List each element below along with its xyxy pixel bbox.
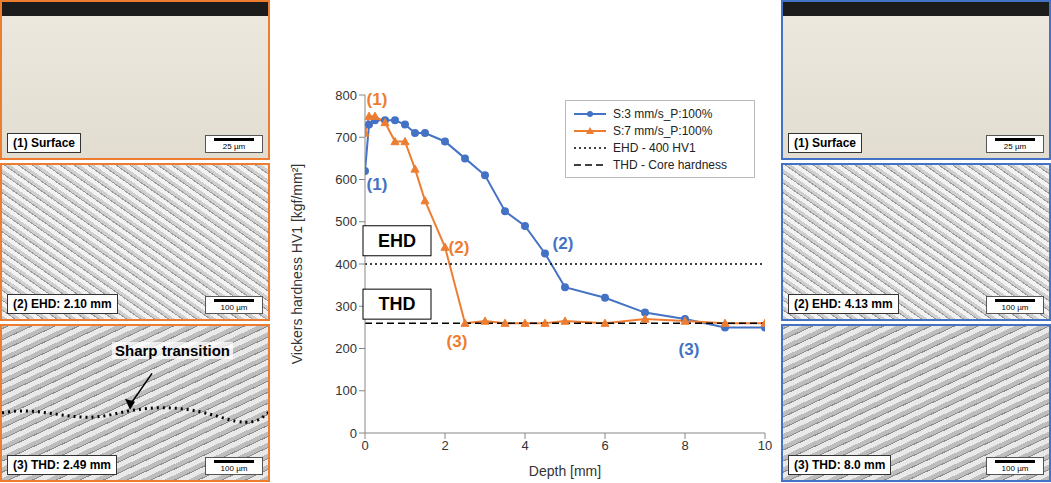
svg-text:EHD: EHD	[378, 231, 416, 251]
html-text:(1) Surface: (1) Surface	[794, 136, 856, 150]
svg-text:0: 0	[361, 438, 368, 453]
svg-text:4: 4	[521, 438, 528, 453]
svg-text:800: 800	[335, 88, 357, 103]
html-text:EHD - 400 HV1: EHD - 400 HV1	[613, 140, 696, 155]
html-text:25 µm: 25 µm	[222, 142, 246, 151]
svg-text:0: 0	[350, 426, 357, 441]
html-text:100 µm: 100 µm	[220, 303, 248, 312]
html-text:(3) THD: 8.0 mm: (3) THD: 8.0 mm	[794, 458, 886, 472]
svg-text:(1): (1)	[367, 175, 388, 194]
svg-text:Depth [mm]: Depth [mm]	[529, 463, 601, 479]
svg-text:300: 300	[335, 299, 357, 314]
html-text:100 µm: 100 µm	[1001, 303, 1029, 312]
svg-text:Vickers hardness HV1 [kgf/mm²]: Vickers hardness HV1 [kgf/mm²]	[289, 164, 305, 364]
html-text:S:7 mm/s_P:100%: S:7 mm/s_P:100%	[613, 123, 713, 138]
svg-text:10: 10	[758, 438, 772, 453]
html-text:Sharp transition: Sharp transition	[115, 341, 230, 359]
svg-text:(2): (2)	[449, 238, 470, 257]
svg-text:(2): (2)	[553, 234, 574, 253]
html-text:100 µm: 100 µm	[220, 464, 248, 473]
svg-text:6: 6	[601, 438, 608, 453]
html-text:THD - Core hardness: THD - Core hardness	[613, 157, 727, 172]
svg-text:8: 8	[681, 438, 688, 453]
svg-text:600: 600	[335, 172, 357, 187]
svg-text:200: 200	[335, 341, 357, 356]
svg-text:(3): (3)	[447, 332, 468, 351]
html-text:(3) THD: 2.49 mm: (3) THD: 2.49 mm	[13, 458, 111, 472]
svg-text:(1): (1)	[367, 90, 388, 109]
svg-text:2: 2	[441, 438, 448, 453]
svg-text:(3): (3)	[679, 340, 700, 359]
html-text:S:3 mm/s_P:100%: S:3 mm/s_P:100%	[613, 106, 713, 121]
html-text:100 µm: 100 µm	[1001, 464, 1029, 473]
svg-text:500: 500	[335, 214, 357, 229]
svg-text:700: 700	[335, 130, 357, 145]
svg-text:400: 400	[335, 257, 357, 272]
html-text:(2) EHD: 4.13 mm: (2) EHD: 4.13 mm	[794, 297, 893, 311]
html-text:(2) EHD: 2.10 mm: (2) EHD: 2.10 mm	[13, 297, 112, 311]
svg-text:100: 100	[335, 383, 357, 398]
html-text:25 µm: 25 µm	[1003, 142, 1027, 151]
svg-text:THD: THD	[379, 294, 416, 314]
html-text:(1) Surface: (1) Surface	[13, 136, 75, 150]
